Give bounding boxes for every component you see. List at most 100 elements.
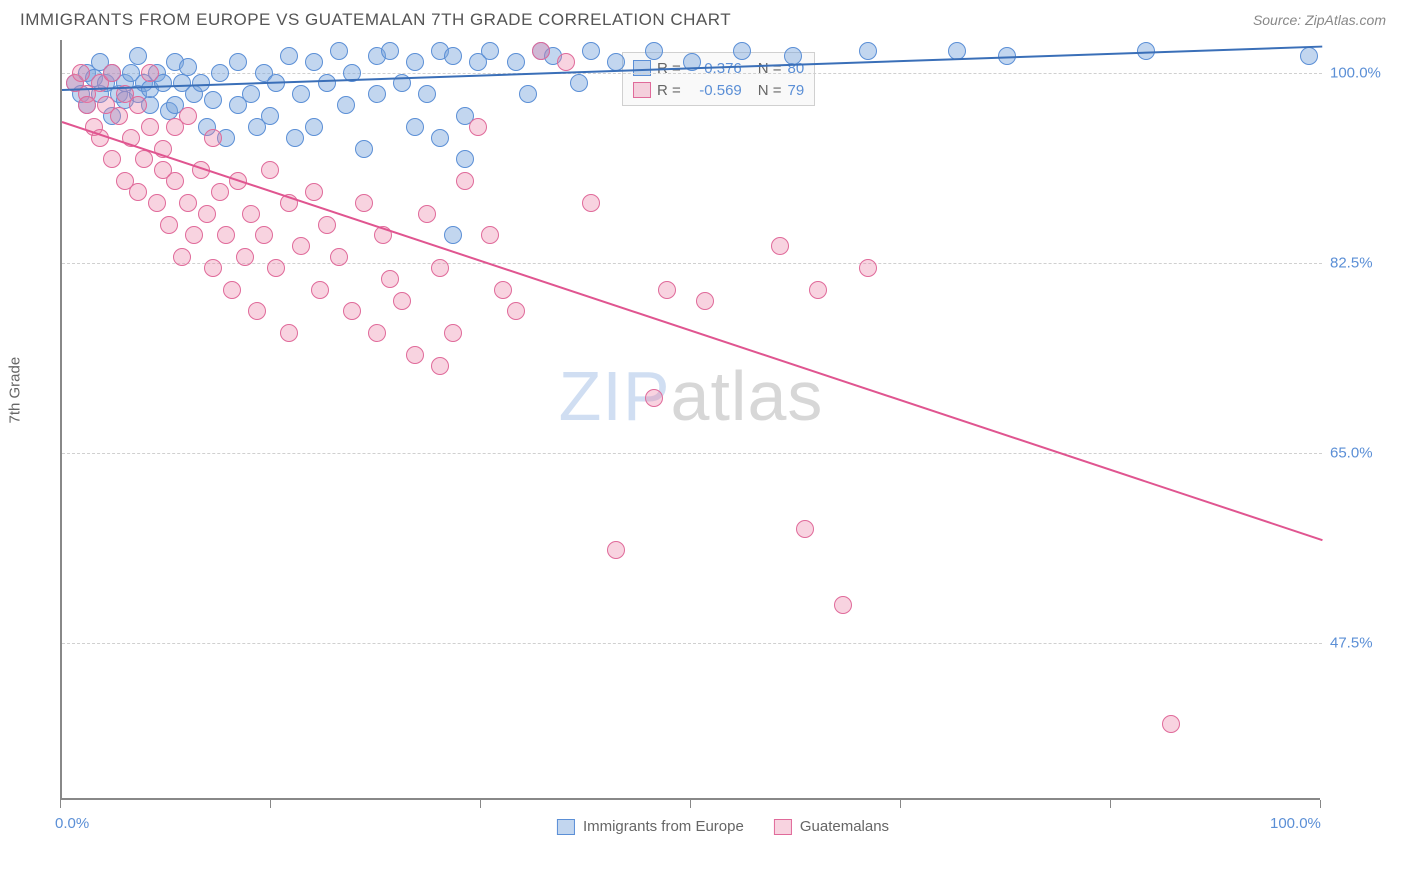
y-tick-label: 47.5%: [1330, 634, 1373, 651]
scatter-point: [129, 47, 147, 65]
scatter-point: [217, 226, 235, 244]
scatter-point: [223, 281, 241, 299]
scatter-point: [103, 64, 121, 82]
scatter-point: [78, 96, 96, 114]
series-legend: Immigrants from Europe Guatemalans: [557, 818, 889, 835]
scatter-point: [129, 96, 147, 114]
y-tick-label: 65.0%: [1330, 444, 1373, 461]
scatter-point: [368, 85, 386, 103]
scatter-point: [261, 107, 279, 125]
legend-item-guatemalan: Guatemalans: [774, 818, 889, 835]
scatter-point: [406, 53, 424, 71]
x-tick: [690, 800, 691, 808]
scatter-point: [519, 85, 537, 103]
scatter-point: [444, 324, 462, 342]
x-tick: [1320, 800, 1321, 808]
scatter-point: [330, 248, 348, 266]
scatter-point: [607, 53, 625, 71]
scatter-point: [444, 47, 462, 65]
scatter-point: [129, 183, 147, 201]
scatter-point: [318, 216, 336, 234]
scatter-point: [809, 281, 827, 299]
x-tick-label: 100.0%: [1270, 815, 1321, 832]
scatter-point: [311, 281, 329, 299]
scatter-point: [418, 205, 436, 223]
scatter-point: [796, 520, 814, 538]
scatter-point: [204, 129, 222, 147]
scatter-point: [166, 172, 184, 190]
scatter-point: [481, 226, 499, 244]
scatter-point: [582, 194, 600, 212]
legend-item-europe: Immigrants from Europe: [557, 818, 744, 835]
scatter-point: [185, 226, 203, 244]
scatter-point: [1162, 715, 1180, 733]
scatter-point: [557, 53, 575, 71]
scatter-point: [532, 42, 550, 60]
scatter-point: [148, 194, 166, 212]
r-label: R =: [657, 82, 681, 99]
scatter-point: [771, 237, 789, 255]
x-tick: [900, 800, 901, 808]
scatter-point: [431, 259, 449, 277]
scatter-point: [198, 205, 216, 223]
scatter-point: [859, 42, 877, 60]
scatter-point: [248, 302, 266, 320]
scatter-point: [330, 42, 348, 60]
scatter-point: [211, 64, 229, 82]
legend-label-europe: Immigrants from Europe: [583, 818, 744, 835]
x-tick: [480, 800, 481, 808]
scatter-point: [469, 118, 487, 136]
n-label: N =: [758, 82, 782, 99]
chart-title: IMMIGRANTS FROM EUROPE VS GUATEMALAN 7TH…: [20, 10, 731, 30]
chart-container: 7th Grade ZIPatlas R = 0.376 N = 80 R = …: [60, 40, 1386, 830]
scatter-point: [582, 42, 600, 60]
scatter-point: [292, 237, 310, 255]
scatter-point: [204, 259, 222, 277]
r-value-guatemalan: -0.569: [687, 82, 742, 99]
x-tick: [1110, 800, 1111, 808]
swatch-guatemalan: [633, 82, 651, 98]
legend-row-guatemalan: R = -0.569 N = 79: [633, 79, 804, 101]
scatter-point: [658, 281, 676, 299]
scatter-point: [305, 118, 323, 136]
scatter-point: [261, 161, 279, 179]
x-tick: [270, 800, 271, 808]
swatch-europe-icon: [557, 819, 575, 835]
scatter-point: [110, 107, 128, 125]
scatter-point: [494, 281, 512, 299]
scatter-point: [834, 596, 852, 614]
scatter-point: [570, 74, 588, 92]
scatter-point: [255, 226, 273, 244]
y-tick-label: 100.0%: [1330, 64, 1381, 81]
scatter-point: [507, 53, 525, 71]
scatter-point: [406, 118, 424, 136]
scatter-point: [242, 205, 260, 223]
trend-line: [62, 121, 1323, 541]
source-name: ZipAtlas.com: [1305, 12, 1386, 28]
scatter-point: [179, 194, 197, 212]
scatter-point: [179, 107, 197, 125]
scatter-point: [607, 541, 625, 559]
scatter-point: [733, 42, 751, 60]
scatter-point: [280, 47, 298, 65]
watermark: ZIPatlas: [559, 356, 824, 436]
scatter-point: [431, 357, 449, 375]
scatter-point: [696, 292, 714, 310]
scatter-point: [72, 64, 90, 82]
scatter-point: [141, 118, 159, 136]
scatter-point: [481, 42, 499, 60]
scatter-point: [135, 150, 153, 168]
scatter-point: [381, 42, 399, 60]
scatter-point: [229, 53, 247, 71]
gridline: [62, 643, 1322, 644]
scatter-point: [381, 270, 399, 288]
source-prefix: Source:: [1253, 12, 1305, 28]
source-attribution: Source: ZipAtlas.com: [1253, 12, 1386, 28]
scatter-point: [355, 194, 373, 212]
scatter-point: [645, 42, 663, 60]
scatter-point: [337, 96, 355, 114]
scatter-point: [204, 91, 222, 109]
legend-label-guatemalan: Guatemalans: [800, 818, 889, 835]
scatter-point: [355, 140, 373, 158]
n-value-guatemalan: 79: [788, 82, 805, 99]
